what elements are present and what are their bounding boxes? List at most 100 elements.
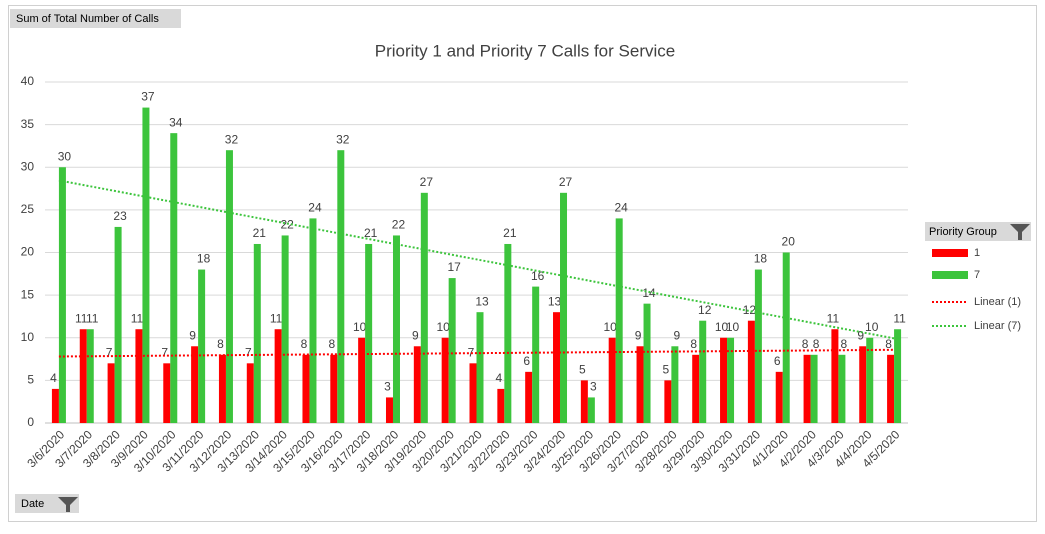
bar <box>448 278 456 423</box>
bar <box>504 243 512 423</box>
bar <box>560 192 568 423</box>
data-label: 5 <box>579 363 586 377</box>
y-tick-label: 30 <box>21 159 35 173</box>
legend-label: Linear (1) <box>974 296 1021 308</box>
bar <box>225 150 233 423</box>
legend-label: 7 <box>974 269 980 281</box>
data-label: 7 <box>161 345 168 359</box>
bar <box>866 337 874 423</box>
data-label: 11 <box>827 311 840 325</box>
data-label: 21 <box>364 226 378 240</box>
data-label: 21 <box>503 226 517 240</box>
bar <box>198 269 206 423</box>
bar <box>86 329 94 423</box>
bar <box>727 337 735 423</box>
data-label: 10 <box>865 320 879 334</box>
data-label: 9 <box>635 328 642 342</box>
bar <box>664 380 672 423</box>
bar <box>330 354 338 423</box>
data-label: 11 <box>893 311 906 325</box>
data-label: 24 <box>615 201 629 215</box>
data-label: 10 <box>436 320 450 334</box>
data-label: 9 <box>674 328 681 342</box>
bar <box>274 329 282 423</box>
bar <box>859 346 867 423</box>
bar <box>281 235 289 423</box>
bar <box>420 192 428 423</box>
bar <box>580 380 588 423</box>
data-label: 32 <box>336 132 350 146</box>
data-label: 22 <box>392 218 406 232</box>
data-label: 12 <box>743 303 757 317</box>
data-label: 18 <box>754 252 768 266</box>
data-label: 8 <box>217 337 224 351</box>
data-label: 11 <box>270 311 283 325</box>
bar <box>699 320 707 423</box>
bar <box>170 133 178 423</box>
filter-icon[interactable] <box>58 497 78 512</box>
bar <box>441 337 449 423</box>
data-label: 10 <box>726 320 740 334</box>
filter-icon[interactable] <box>1010 224 1030 240</box>
data-label: 8 <box>301 337 308 351</box>
data-label: 11 <box>86 311 99 325</box>
data-label: 18 <box>197 252 211 266</box>
bar <box>365 243 373 423</box>
y-tick-label: 25 <box>21 202 35 216</box>
y-tick-label: 10 <box>21 330 35 344</box>
legend-field-label: Priority Group <box>929 226 997 238</box>
value-field-label: Sum of Total Number of Calls <box>16 13 159 25</box>
bar <box>831 329 839 423</box>
data-label: 3 <box>384 380 391 394</box>
data-label: 8 <box>690 337 697 351</box>
chart-frame <box>8 5 1037 522</box>
bar <box>142 107 150 423</box>
bar <box>337 150 345 423</box>
bar <box>553 312 561 423</box>
bar <box>532 286 540 423</box>
data-label: 23 <box>113 209 127 223</box>
data-label: 34 <box>169 115 183 129</box>
bar <box>302 354 310 423</box>
bar <box>79 329 87 423</box>
data-label: 10 <box>715 320 729 334</box>
bar <box>253 243 261 423</box>
bar <box>587 397 595 423</box>
bar <box>469 363 477 423</box>
chart-title: Priority 1 and Priority 7 Calls for Serv… <box>375 41 675 60</box>
data-label: 13 <box>475 294 489 308</box>
data-label: 37 <box>141 90 155 104</box>
data-label: 4 <box>495 371 502 385</box>
data-label: 32 <box>225 132 239 146</box>
bar <box>358 337 366 423</box>
legend-field-button[interactable] <box>925 222 1031 241</box>
bar <box>803 354 811 423</box>
axis-field-label: Date <box>21 498 44 510</box>
bar <box>720 337 728 423</box>
bar <box>754 269 762 423</box>
data-label: 30 <box>58 149 72 163</box>
data-label: 8 <box>802 337 809 351</box>
bar <box>775 371 783 423</box>
bar <box>671 346 679 423</box>
data-label: 8 <box>885 337 892 351</box>
data-label: 8 <box>841 337 848 351</box>
y-tick-label: 5 <box>27 373 34 387</box>
y-tick-label: 20 <box>21 245 35 259</box>
bar <box>525 371 533 423</box>
data-label: 6 <box>774 354 781 368</box>
data-label: 11 <box>131 311 144 325</box>
data-label: 4 <box>50 371 57 385</box>
data-label: 21 <box>253 226 267 240</box>
bar <box>163 363 171 423</box>
data-label: 7 <box>245 345 252 359</box>
data-label: 12 <box>698 303 712 317</box>
bar <box>135 329 143 423</box>
bar <box>838 354 846 423</box>
data-label: 9 <box>412 328 419 342</box>
data-label: 22 <box>280 218 294 232</box>
bar <box>218 354 226 423</box>
value-field-button[interactable] <box>10 9 181 28</box>
data-label: 6 <box>523 354 530 368</box>
